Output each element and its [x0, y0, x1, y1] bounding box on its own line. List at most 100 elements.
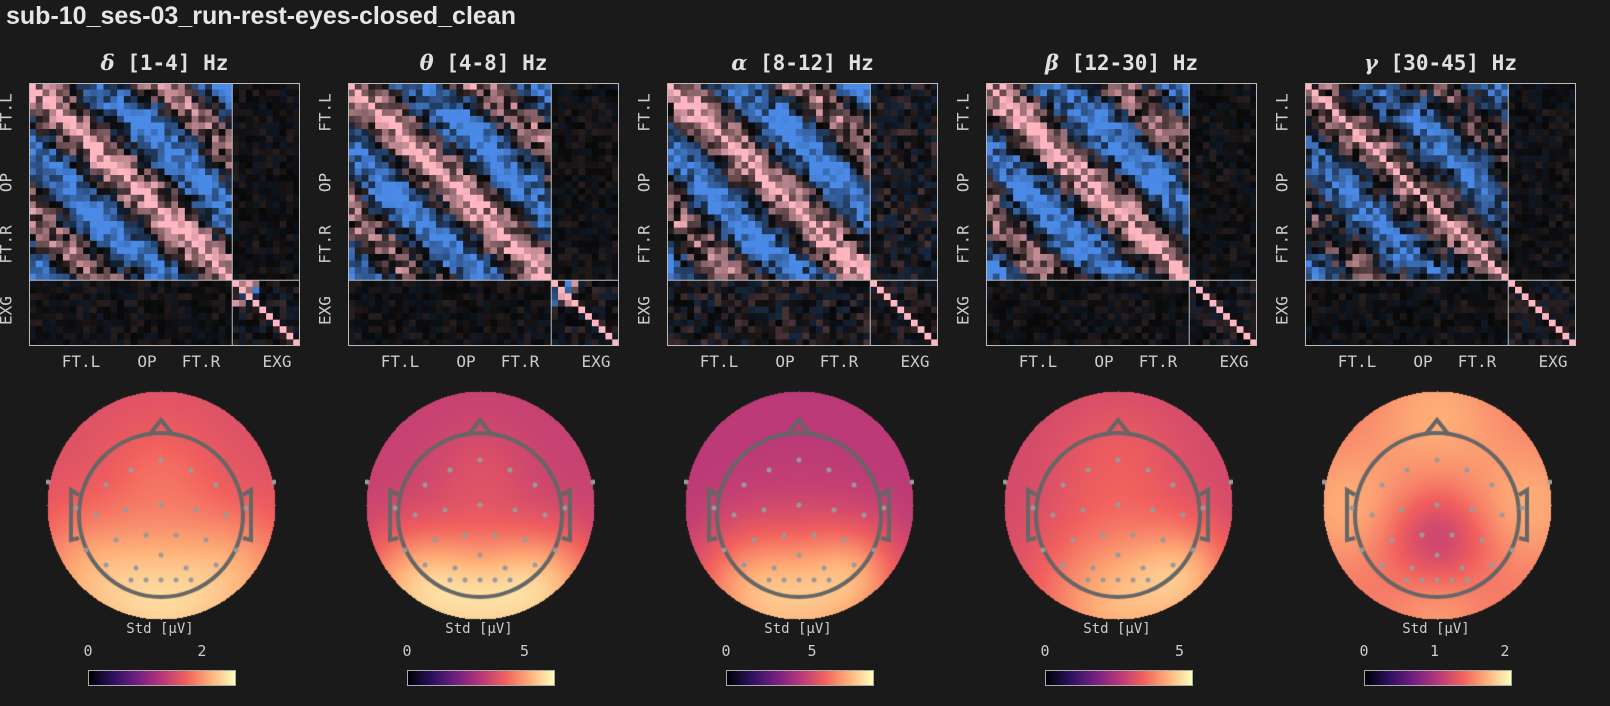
heatmap-cell: [456, 313, 464, 320]
heatmap-cell: [673, 142, 681, 150]
heatmap-cell: [449, 247, 457, 255]
heatmap-cell: [517, 109, 525, 117]
heatmap-cell: [836, 135, 844, 143]
heatmap-cell: [585, 267, 593, 274]
heatmap-cell: [822, 135, 830, 143]
heatmap-cell: [35, 102, 43, 110]
heatmap-cell: [755, 148, 763, 156]
heatmap-cell: [530, 175, 538, 182]
heatmap-cell: [829, 247, 837, 255]
heatmap-cell: [931, 273, 938, 281]
heatmap-cell: [415, 319, 423, 327]
heatmap-cell: [191, 201, 199, 209]
heatmap-cell: [422, 135, 430, 143]
heatmap-cell: [564, 214, 572, 222]
heatmap-cell: [245, 313, 253, 320]
heatmap-cell: [741, 214, 749, 222]
heatmap-cell: [286, 155, 294, 163]
heatmap-cell: [910, 109, 918, 117]
heatmap-cell: [83, 286, 91, 294]
heatmap-cell: [822, 227, 830, 235]
band-panel: β [12-30] Hz FT.L OP FT.R EXG FT.L OP FT.R EXG St…: [954, 0, 1276, 706]
connectivity-matrix: [348, 83, 619, 346]
y-tick-label: FT.L: [315, 93, 335, 132]
heatmap-cell: [150, 313, 159, 320]
heatmap-cell: [761, 247, 769, 255]
heatmap-cell: [205, 181, 213, 189]
heatmap-cell: [904, 122, 912, 130]
band-range: [4-8] Hz: [433, 51, 548, 75]
heatmap-cell: [422, 286, 430, 294]
heatmap-cell: [1006, 89, 1014, 97]
heatmap-cell: [904, 306, 912, 314]
heatmap-cell: [239, 253, 247, 261]
heatmap-cell: [110, 155, 118, 163]
heatmap-cell: [910, 89, 918, 97]
heatmap-cell: [897, 326, 905, 334]
heatmap-cell: [700, 207, 708, 215]
heatmap-cell: [727, 188, 736, 196]
heatmap-cell: [727, 181, 736, 189]
heatmap-cell: [368, 102, 376, 110]
heatmap-cell: [245, 221, 253, 228]
heatmap-cell: [503, 161, 511, 169]
heatmap-cell: [442, 148, 450, 156]
heatmap-cell: [211, 260, 219, 268]
heatmap-cell: [816, 109, 824, 117]
heatmap-cell: [252, 188, 260, 196]
heatmap-cell: [402, 122, 410, 130]
heatmap-cell: [56, 339, 64, 346]
heatmap-cell: [442, 155, 450, 163]
heatmap-cell: [591, 89, 599, 97]
heatmap-cell: [422, 148, 430, 156]
heatmap-cell: [286, 115, 294, 123]
heatmap-cell: [245, 89, 253, 97]
heatmap-cell: [375, 240, 383, 248]
heatmap-cell: [76, 122, 84, 130]
heatmap-cell: [381, 286, 389, 294]
heatmap-cell: [578, 175, 586, 182]
heatmap-cell: [707, 319, 715, 327]
heatmap-cell: [171, 267, 179, 274]
heatmap-cell: [707, 142, 715, 150]
heatmap-cell: [687, 332, 695, 340]
heatmap-cell: [76, 83, 84, 90]
heatmap-cell: [110, 89, 118, 97]
heatmap-cell: [381, 207, 389, 215]
heatmap-cell: [252, 280, 260, 288]
heatmap-cell: [510, 247, 518, 255]
heatmap-cell: [992, 89, 1000, 97]
heatmap-cell: [69, 129, 77, 136]
heatmap-cell: [110, 280, 118, 288]
heatmap-cell: [558, 135, 566, 143]
heatmap-cell: [137, 286, 145, 294]
heatmap-cell: [198, 148, 206, 156]
heatmap-cell: [422, 267, 430, 274]
heatmap-cell: [178, 221, 186, 228]
heatmap-cell: [809, 129, 817, 136]
heatmap-cell: [585, 339, 593, 346]
heatmap-cell: [530, 188, 538, 196]
heatmap-cell: [503, 260, 511, 268]
heatmap-cell: [415, 155, 423, 163]
heatmap-cell: [795, 148, 803, 156]
heatmap-cell: [571, 332, 579, 340]
heatmap-cell: [469, 234, 478, 242]
heatmap-cell: [877, 234, 885, 242]
heatmap-cell: [917, 326, 925, 334]
heatmap-cell: [56, 155, 64, 163]
heatmap-cell: [571, 207, 579, 215]
heatmap-cell: [986, 102, 994, 110]
heatmap-cell: [225, 181, 233, 189]
heatmap-cell: [110, 129, 118, 136]
heatmap-cell: [272, 286, 280, 294]
heatmap-cell: [904, 89, 912, 97]
heatmap-cell: [755, 181, 763, 189]
heatmap-cell: [395, 313, 403, 320]
heatmap-cell: [245, 83, 253, 90]
heatmap-cell: [591, 207, 599, 215]
heatmap-cell: [463, 319, 471, 327]
heatmap-cell: [56, 227, 64, 235]
heatmap-cell: [422, 280, 430, 288]
heatmap-cell: [483, 280, 491, 288]
